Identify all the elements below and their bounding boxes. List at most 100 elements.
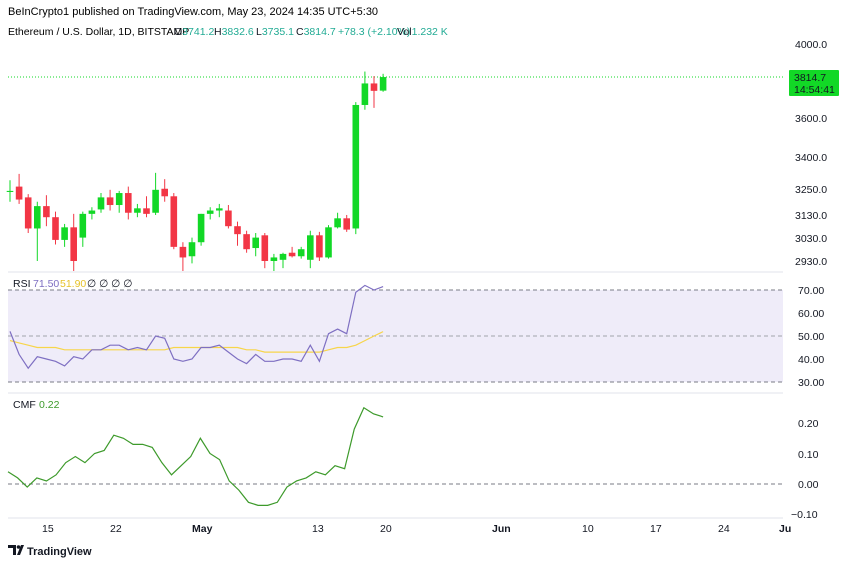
candle-down [70,227,77,261]
rsi-axis: 70.00 60.00 50.00 40.00 30.00 [798,285,824,389]
open-value: 3741.2 [182,26,214,38]
candle-up [88,210,96,214]
rsi-tick: 50.00 [798,331,824,343]
cmf-tick: 0.10 [798,449,819,461]
rsi-legend: RSI 71.50 51.90 ∅ ∅ ∅ ∅ [13,274,132,291]
candle-series [6,71,387,271]
price-axis: 4000.0 3600.0 3400.0 3250.0 3130.0 3030.… [795,39,827,268]
candle-down [24,197,32,229]
price-tick: 2930.0 [795,256,827,268]
time-tick: 22 [110,523,122,535]
rsi-tick: 40.00 [798,354,824,366]
candle-up [188,242,196,257]
time-tick: 20 [380,523,392,535]
price-badge-value: 3814.7 [794,72,826,84]
candle-up [325,227,332,258]
current-price-badge: 3814.7 14:54:41 [789,70,839,96]
price-tick: 3030.0 [795,233,827,245]
time-axis: 15 22 May 13 20 Jun 10 17 24 Ju [42,523,791,535]
price-tick: 3600.0 [795,113,827,125]
candle-up [334,218,341,228]
candle-up [61,227,68,240]
candle-up [6,190,14,192]
candle-up [361,83,369,105]
time-tick: Ju [779,523,791,535]
candle-up [297,249,305,257]
candle-up [216,208,223,211]
candle-down [370,83,378,91]
candle-down [43,206,50,218]
cmf-value: 0.22 [39,399,60,411]
candle-down [234,226,241,235]
candle-up [206,210,214,214]
high-value: 3832.6 [222,26,254,38]
candle-up [270,257,278,261]
candle-down [343,218,350,230]
rsi-tick: 30.00 [798,377,824,389]
rsi-tick: 60.00 [798,308,824,320]
price-tick: 3250.0 [795,184,827,196]
candle-up [79,213,87,238]
candle-up [134,208,141,213]
rsi-line [9,284,384,370]
candle-down [288,252,296,257]
candle-up [307,235,314,260]
candle-down [243,234,250,250]
close-label: C [296,26,304,38]
candle-up [379,77,387,91]
candle-up [97,197,105,210]
rsi-value: 71.50 [33,278,59,290]
cmf-tick: 0.00 [798,479,819,491]
ohlc-legend: Ethereum / U.S. Dollar, 1D, BITSTAMP O37… [8,22,448,39]
cmf-tick: 0.20 [798,418,819,430]
low-label: L [256,26,262,38]
rsi-ma-value: 51.90 [60,278,86,290]
cmf-axis: 0.20 0.10 0.00 −0.10 [791,418,819,521]
candle-up [352,104,360,229]
time-tick: 13 [312,523,324,535]
high-label: H [214,26,222,38]
cmf-label: CMF [13,399,36,411]
candle-down [52,217,59,240]
candle-up [34,206,41,229]
rsi-label: RSI [13,278,31,290]
candle-up [197,213,205,243]
time-tick: 24 [718,523,730,535]
candle-up [152,189,159,213]
rsi-extras: ∅ ∅ ∅ ∅ [87,278,132,290]
time-tick: 17 [650,523,662,535]
low-value: 3735.1 [262,26,294,38]
candle-down [179,246,187,258]
symbol-name: Ethereum / U.S. Dollar, 1D, BITSTAMP [8,26,189,38]
candle-down [316,235,323,258]
time-tick: 15 [42,523,54,535]
price-tick: 3400.0 [795,152,827,164]
candle-up [115,193,123,206]
candle-down [261,235,269,261]
cmf-line [7,406,384,506]
candle-down [225,210,232,227]
open-label: O [174,26,182,38]
candle-down [106,197,114,206]
candle-down [15,186,23,200]
time-tick: Jun [492,523,511,535]
vol-label: Vol [397,26,412,38]
vol-value: 1.232 K [412,26,448,38]
price-badge-bg [789,70,839,96]
change-value: +78.3 (+2.10%) [338,26,410,38]
cmf-tick: −0.10 [791,509,818,521]
publish-line: BeInCrypto1 published on TradingView.com… [8,6,378,18]
price-tick: 4000.0 [795,39,827,51]
candle-up [252,237,259,249]
price-tick: 3130.0 [795,210,827,222]
time-tick: 10 [582,523,594,535]
price-badge-countdown: 14:54:41 [794,84,835,96]
candle-down [170,196,178,247]
time-tick: May [192,523,213,535]
tradingview-logo-icon [8,545,24,555]
candle-down [125,193,132,213]
tradingview-brand: TradingView [27,546,92,558]
candle-down [143,208,150,214]
candle-up [279,253,287,260]
